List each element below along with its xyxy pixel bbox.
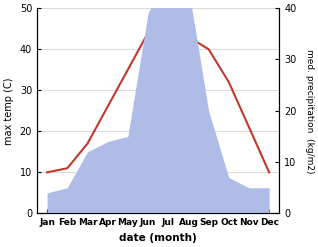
Y-axis label: max temp (C): max temp (C) (4, 77, 14, 144)
Y-axis label: med. precipitation  (kg/m2): med. precipitation (kg/m2) (305, 49, 314, 173)
X-axis label: date (month): date (month) (119, 233, 197, 243)
